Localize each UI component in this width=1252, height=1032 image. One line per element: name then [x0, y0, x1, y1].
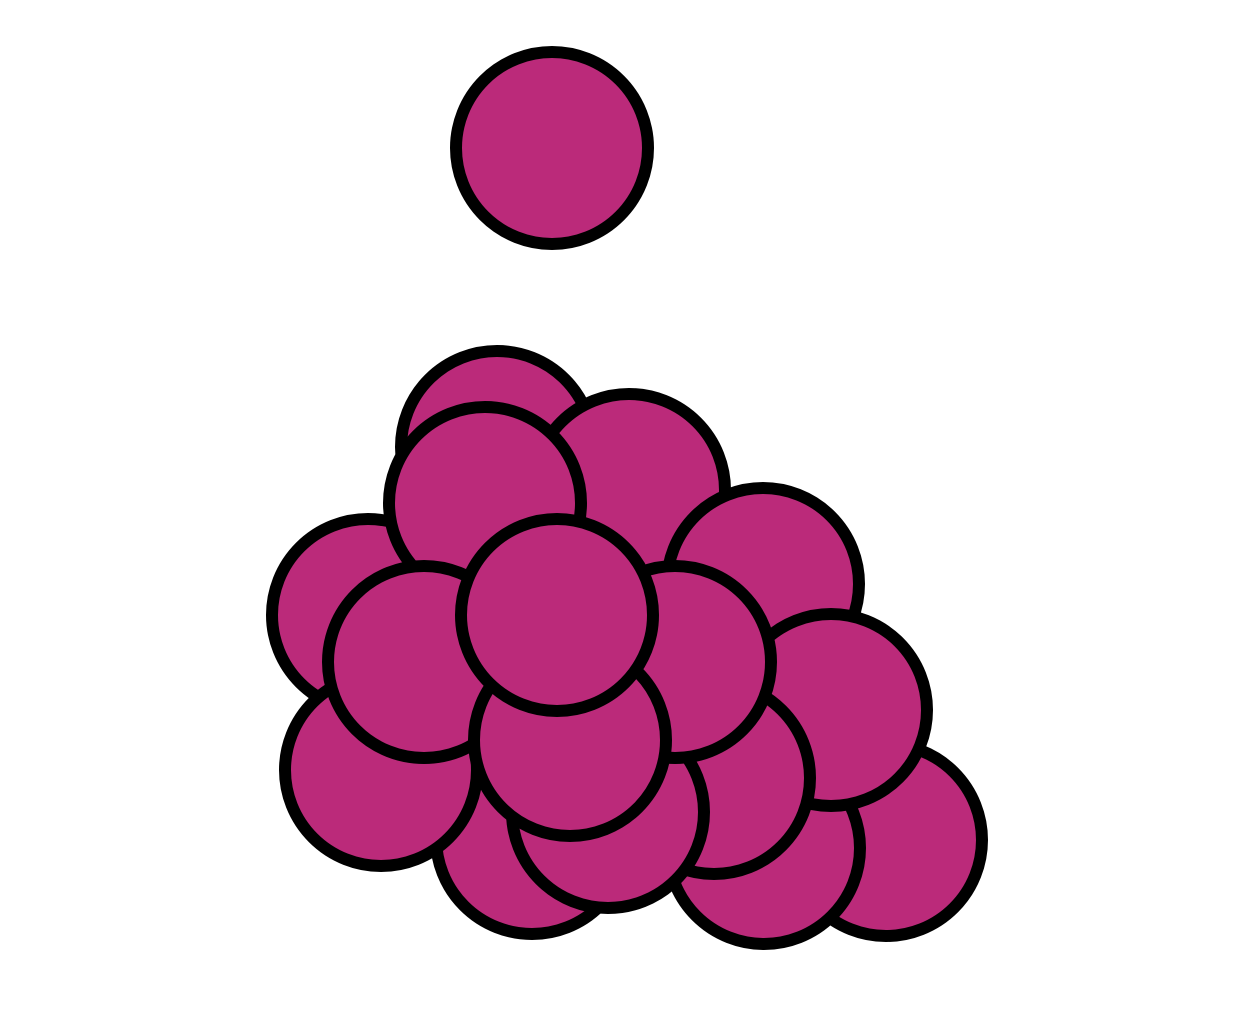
ball-cluster — [266, 345, 988, 950]
ball — [450, 46, 654, 250]
ball — [455, 513, 659, 717]
single-ball-group — [450, 46, 654, 250]
